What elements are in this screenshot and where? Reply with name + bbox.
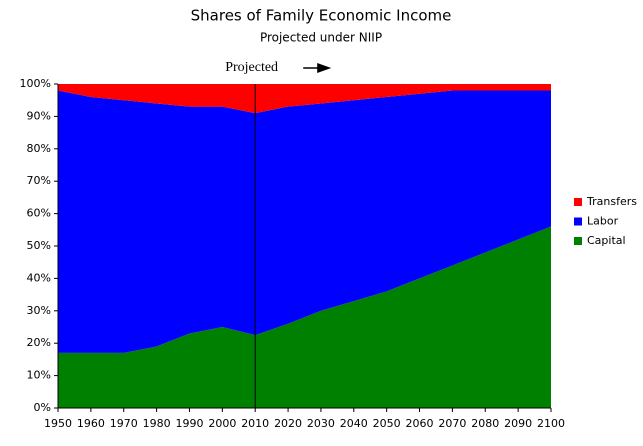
- x-tick-label: 1960: [77, 417, 105, 430]
- x-tick-label: 2080: [471, 417, 499, 430]
- legend-label: Transfers: [586, 195, 637, 208]
- x-tick-label: 2060: [406, 417, 434, 430]
- legend-label: Capital: [587, 234, 626, 247]
- y-tick-label: 60%: [27, 207, 51, 220]
- y-tick-label: 100%: [20, 77, 51, 90]
- x-tick-label: 2070: [438, 417, 466, 430]
- y-tick-label: 20%: [27, 336, 51, 349]
- x-tick-label: 1970: [110, 417, 138, 430]
- legend-swatch: [574, 217, 582, 226]
- y-tick-label: 80%: [27, 142, 51, 155]
- chart-title: Shares of Family Economic Income: [191, 7, 452, 25]
- area: [58, 90, 551, 353]
- x-tick-label: 2100: [537, 417, 565, 430]
- y-tick-label: 30%: [27, 304, 51, 317]
- x-tick-label: 2030: [307, 417, 335, 430]
- x-tick-label: 1990: [175, 417, 203, 430]
- x-tick-label: 2010: [241, 417, 269, 430]
- area: [58, 84, 551, 114]
- legend-label: Labor: [587, 215, 619, 228]
- y-tick-label: 10%: [27, 369, 51, 382]
- x-tick-label: 1980: [143, 417, 171, 430]
- x-tick-label: 2040: [340, 417, 368, 430]
- y-tick-label: 70%: [27, 174, 51, 187]
- y-tick-label: 50%: [27, 239, 51, 252]
- y-tick-label: 40%: [27, 271, 51, 284]
- x-tick-label: 1950: [44, 417, 72, 430]
- annotation: Projected: [225, 60, 278, 75]
- x-tick-label: 2020: [274, 417, 302, 430]
- x-tick-label: 2050: [373, 417, 401, 430]
- chart-subtitle: Projected under NIIP: [260, 31, 382, 45]
- annotation-arrowhead: [317, 63, 332, 73]
- legend-swatch: [574, 237, 582, 245]
- legend-swatch: [574, 198, 582, 206]
- x-tick-label: 2090: [504, 417, 532, 430]
- y-tick-label: 0%: [34, 401, 51, 414]
- x-tick-label: 2000: [208, 417, 236, 430]
- y-tick-label: 90%: [27, 109, 51, 122]
